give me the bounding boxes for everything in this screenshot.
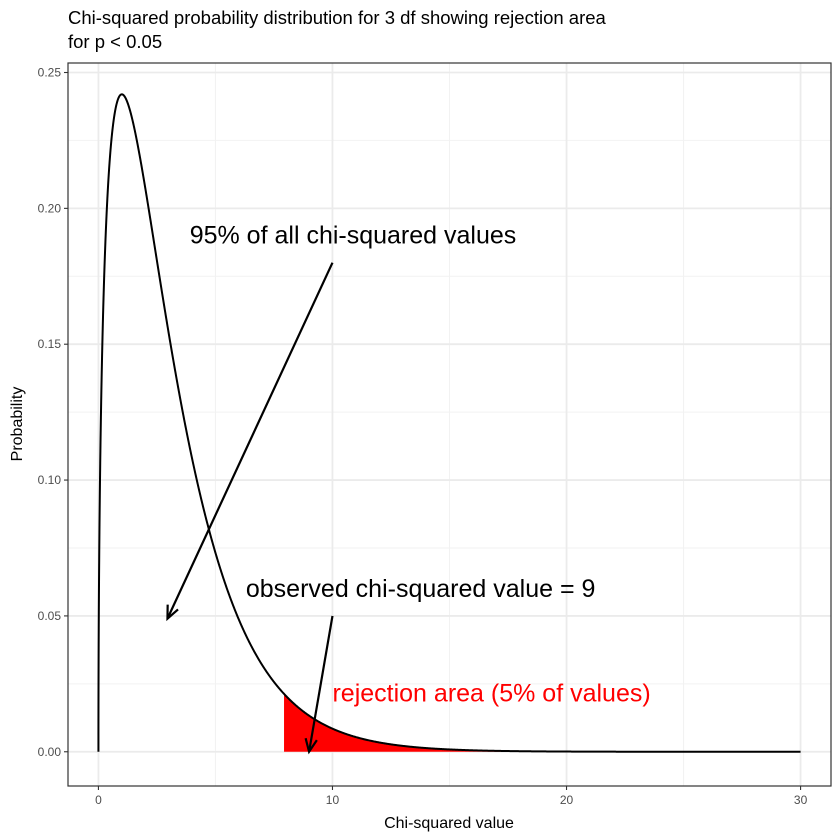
plot-panel-border xyxy=(67,62,832,787)
y-tick-label: 0.20 xyxy=(38,201,62,215)
annotation-95: 95% of all chi-squared values xyxy=(190,222,517,250)
major-gridlines xyxy=(68,63,831,786)
y-tick-label: 0.00 xyxy=(38,745,62,759)
annotation-rejection: rejection area (5% of values) xyxy=(332,680,650,708)
arrow-head xyxy=(304,737,318,755)
y-tick-label: 0.05 xyxy=(38,609,62,623)
y-axis: 0.00 0.05 0.10 0.15 0.20 0.25 xyxy=(38,66,68,759)
x-axis: 0 10 20 30 xyxy=(95,786,808,807)
annotation-observed: observed chi-squared value = 9 xyxy=(246,575,596,603)
chart-title: Chi-squared probability distribution for… xyxy=(68,6,828,54)
annotation-arrow xyxy=(166,262,334,620)
annotation-arrow xyxy=(307,615,334,752)
annotations: 95% of all chi-squared values observed ch… xyxy=(166,222,651,755)
density-curve xyxy=(97,93,801,753)
rejection-area xyxy=(284,693,801,752)
x-tick-label: 10 xyxy=(326,793,340,807)
y-tick-label: 0.10 xyxy=(38,473,62,487)
y-tick-label: 0.25 xyxy=(38,66,62,80)
x-tick-label: 20 xyxy=(560,793,574,807)
y-tick-label: 0.15 xyxy=(38,337,62,351)
x-tick-label: 0 xyxy=(95,793,102,807)
arrow-head xyxy=(166,604,179,622)
y-axis-title: Probability xyxy=(9,387,26,462)
chart-title-line-2: for p < 0.05 xyxy=(68,31,163,52)
minor-gridlines xyxy=(68,63,831,786)
x-axis-title: Chi-squared value xyxy=(384,815,514,832)
chart-title-line-1: Chi-squared probability distribution for… xyxy=(68,7,606,28)
x-tick-label: 30 xyxy=(794,793,808,807)
